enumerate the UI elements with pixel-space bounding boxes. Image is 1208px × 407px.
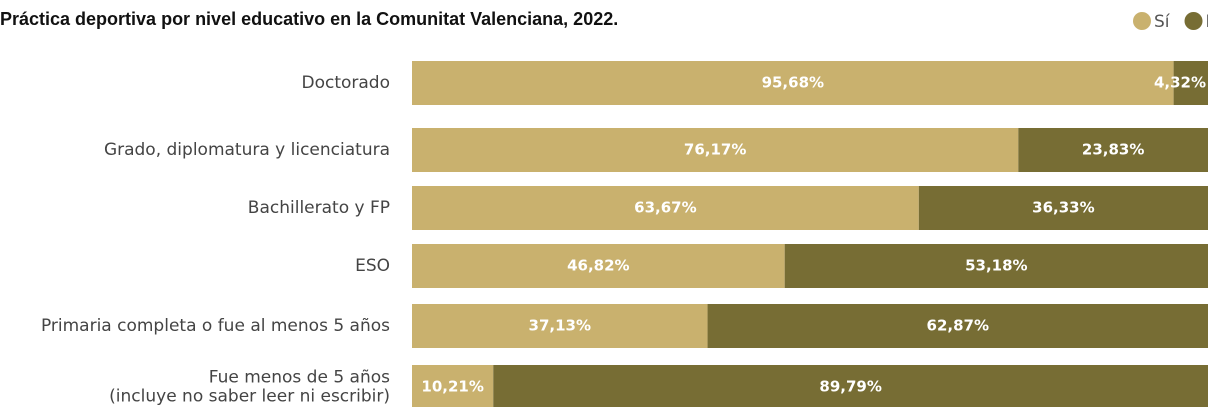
bar-segment: [412, 186, 919, 230]
data-label: 76,17%: [684, 141, 746, 159]
data-label: 37,13%: [529, 317, 591, 335]
bar-segment: [412, 61, 1174, 105]
data-label: 62,87%: [927, 317, 989, 335]
data-label: 95,68%: [762, 74, 824, 92]
data-label: 63,67%: [634, 199, 696, 217]
data-label: 23,83%: [1082, 141, 1144, 159]
data-label: 53,18%: [965, 257, 1027, 275]
bar-segment: [784, 244, 1208, 288]
legend-swatch: [1184, 12, 1203, 30]
bar-segment: [707, 304, 1208, 348]
y-tick-label: Grado, diplomatura y licenciatura: [104, 140, 390, 160]
bar-segment: [493, 365, 1208, 407]
chart-title: Práctica deportiva por nivel educativo e…: [0, 9, 618, 29]
data-label: 36,33%: [1032, 199, 1094, 217]
bar-segment: [412, 128, 1019, 172]
y-tick-label: ESO: [355, 256, 390, 276]
bar-segment: [1173, 61, 1208, 105]
bar-segment: [412, 244, 785, 288]
legend-label: Sí: [1154, 12, 1171, 32]
data-label: 46,82%: [567, 257, 629, 275]
y-tick-label: Primaria completa o fue al menos 5 años: [41, 316, 390, 336]
legend-swatch: [1133, 12, 1151, 30]
legend-label: No: [1206, 12, 1208, 32]
bar-segment: [412, 365, 494, 407]
data-label: 10,21%: [421, 378, 483, 396]
y-tick-label: Fue menos de 5 años (incluye no saber lee…: [109, 368, 390, 407]
data-label: 89,79%: [819, 378, 881, 396]
bar-segment: [1018, 128, 1208, 172]
y-tick-label: Bachillerato y FP: [248, 198, 390, 218]
data-label: 4,32%: [1154, 74, 1206, 92]
bar-segment: [918, 186, 1208, 230]
bar-segment: [412, 304, 708, 348]
y-tick-label: Doctorado: [301, 73, 390, 93]
